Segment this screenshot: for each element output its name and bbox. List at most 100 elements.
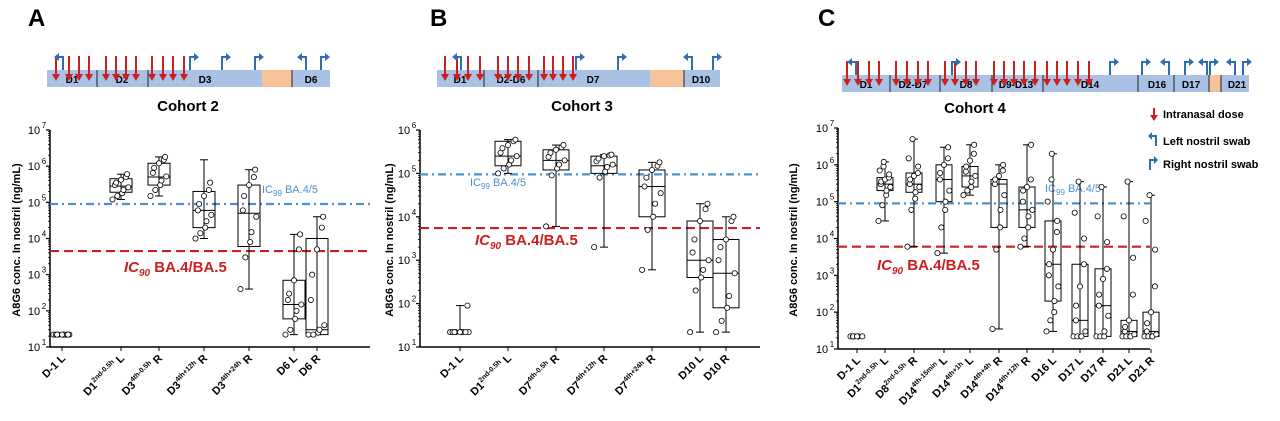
data-point (941, 161, 948, 168)
data-point (970, 150, 977, 157)
data-point (1048, 150, 1055, 157)
data-point (1051, 309, 1058, 316)
data-point (1120, 213, 1127, 220)
data-point (114, 192, 121, 199)
legend-right-swab-label: Right nostril swab (1163, 159, 1259, 171)
ic99-label: IC99 BA.4/5 (470, 177, 526, 191)
data-point (1082, 328, 1089, 335)
data-point (556, 161, 563, 168)
data-point (912, 189, 919, 196)
dose-arrow-head (854, 79, 862, 86)
box-5 (989, 161, 1008, 332)
dose-arrow-head (1031, 79, 1039, 86)
y-tick-label: 10 (816, 160, 828, 172)
ylabel-c: A8G6 conc. In nostril (ng/mL) (788, 163, 800, 317)
dose-arrow-head (972, 79, 980, 86)
timeline-gap (650, 70, 684, 87)
data-point (692, 287, 699, 294)
y-tick-label: 10 (816, 344, 828, 356)
data-point (713, 329, 720, 336)
box-10 (1119, 178, 1138, 340)
data-point (1077, 283, 1084, 290)
data-point (155, 160, 162, 167)
data-point (730, 213, 737, 220)
data-point (305, 331, 312, 338)
data-point (245, 182, 252, 189)
dose-arrow-head (112, 74, 120, 81)
data-point (887, 184, 894, 191)
timeline-label: D9-D13 (999, 80, 1034, 91)
dose-arrow-head (65, 74, 73, 81)
left-swab-arrowhead (1198, 58, 1203, 66)
timeline-label: D1 (66, 75, 79, 86)
dose-arrow-head (559, 74, 567, 81)
data-point (859, 333, 866, 340)
data-point (318, 224, 325, 231)
data-point (1054, 217, 1061, 224)
data-point (309, 271, 316, 278)
data-point (643, 174, 650, 181)
right-swab-arrowhead (622, 53, 627, 61)
data-point (700, 266, 707, 273)
timeline-gap (262, 70, 292, 87)
data-point (644, 226, 651, 233)
x-tick-label: D34th+12h R (164, 352, 210, 398)
y-tick-exponent: 2 (42, 302, 47, 311)
data-point (504, 142, 511, 149)
right-swab-arrowhead (580, 53, 585, 61)
data-point (639, 266, 646, 273)
data-point (239, 207, 246, 214)
data-point (202, 224, 209, 231)
data-point (883, 187, 890, 194)
data-point (543, 223, 550, 230)
y-tick-label: 10 (28, 270, 40, 282)
data-point (451, 329, 458, 336)
data-point (1100, 275, 1107, 282)
data-point (124, 171, 131, 178)
data-point (1028, 141, 1035, 148)
y-tick-label: 10 (398, 342, 410, 354)
y-tick-label: 10 (28, 161, 40, 173)
data-point (999, 167, 1006, 174)
data-point (993, 246, 1000, 253)
y-tick-exponent: 4 (412, 208, 417, 217)
dose-arrow-head (85, 74, 93, 81)
data-point (967, 157, 974, 164)
dose-arrow-head (180, 74, 188, 81)
data-point (936, 176, 943, 183)
box-6 (305, 213, 329, 338)
dose-arrow-head (865, 79, 873, 86)
x-tick-label: D17 R (1079, 355, 1110, 386)
data-point (118, 176, 125, 183)
data-point (905, 155, 912, 162)
data-point (560, 142, 567, 149)
legend-right-swab-icon (1149, 156, 1158, 170)
box-8 (1070, 178, 1089, 340)
data-point (945, 144, 952, 151)
legend: Intranasal dose Left nostril swab Right … (1148, 108, 1259, 171)
data-point (499, 145, 506, 152)
data-point (1101, 328, 1108, 335)
data-point (1029, 206, 1036, 213)
data-point (914, 170, 921, 177)
x-tick-label: D6 L (275, 352, 301, 378)
y-tick-label: 10 (398, 212, 410, 224)
data-point (1025, 224, 1032, 231)
box-2 (904, 136, 923, 250)
data-point (495, 170, 502, 177)
data-point (1104, 239, 1111, 246)
box-0 (50, 331, 73, 338)
data-point (196, 200, 203, 207)
data-point (591, 244, 598, 251)
data-point (904, 243, 911, 250)
data-point (1094, 213, 1101, 220)
data-point (908, 206, 915, 213)
data-point (641, 183, 648, 190)
dose-arrow-head (441, 74, 449, 81)
data-point (962, 168, 969, 175)
data-point (1027, 176, 1034, 183)
data-point (698, 274, 705, 281)
data-point (989, 325, 996, 332)
